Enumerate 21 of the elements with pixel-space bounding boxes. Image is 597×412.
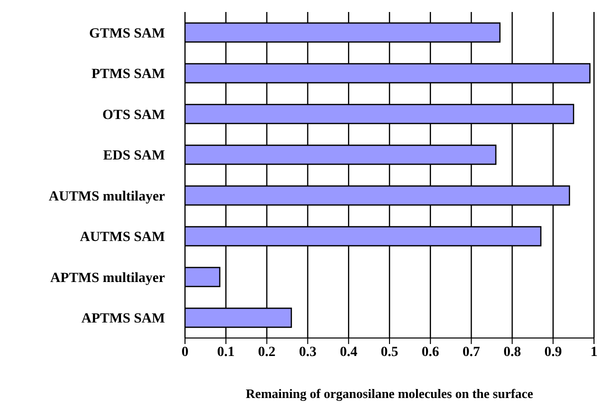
y-tick-label: EDS SAM [103,148,165,164]
x-tick-label: 0.2 [258,344,276,360]
bar [185,266,220,288]
x-tick-label: 0.6 [422,344,440,360]
y-tick-label: GTMS SAM [89,26,165,42]
y-tick-label: PTMS SAM [92,67,165,82]
y-tick-label: APTMS multilayer [50,270,165,286]
y-tick-label: OTS SAM [102,108,165,123]
x-axis-title: Remaining of organosilane molecules on the surface [246,386,534,401]
x-tick-label: 0.7 [462,344,480,360]
x-tick-label: 0.8 [503,344,521,360]
x-tick-label: 0.4 [340,344,358,360]
x-tick-label: 0.9 [544,344,562,360]
x-tick-label: 0 [182,344,188,360]
y-tick-label: APTMS SAM [81,312,165,327]
x-tick-label: 1 [590,344,597,360]
y-tick-label: AUTMS multilayer [48,189,165,204]
y-tick-label: AUTMS SAM [80,230,165,246]
x-tick-label: 0.1 [217,344,235,360]
x-tick-label: 0.3 [298,344,316,360]
x-tick-label: 0.5 [380,344,398,360]
